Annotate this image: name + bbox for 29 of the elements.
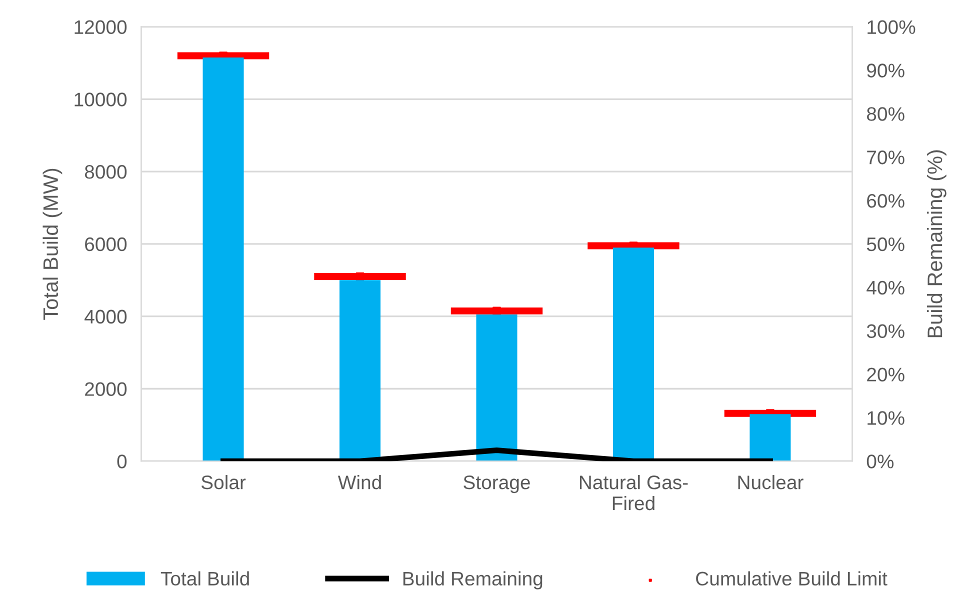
y-tick-label: 2000 xyxy=(85,382,127,396)
y-tick-label: 8000 xyxy=(84,165,127,179)
y2-axis-title: Build Remaining (%) xyxy=(926,150,946,338)
y-tick-label: 4000 xyxy=(84,310,127,324)
y-tick-label: 6000 xyxy=(85,237,127,252)
y2-tick-label: 100% xyxy=(868,20,916,34)
y-axis-title: Total Build (MW) xyxy=(42,168,62,320)
y2-tick-label: 80% xyxy=(866,107,904,121)
legend-label: Build Remaining xyxy=(403,571,542,590)
y2-tick-label: 60% xyxy=(867,194,904,208)
y2-tick-label: 50% xyxy=(866,237,904,252)
y2-tick-label: 0% xyxy=(866,454,894,468)
y2-tick-label: 40% xyxy=(866,280,904,295)
x-tick-label: Solar xyxy=(201,475,246,490)
y2-tick-label: 90% xyxy=(867,64,904,78)
y2-tick-label: 30% xyxy=(866,324,904,338)
x-tick-label: Natural Gas- Fired xyxy=(580,475,688,510)
legend-label: Cumulative Build Limit xyxy=(696,571,888,586)
y-tick-label: 10000 xyxy=(74,92,127,106)
y-tick-label: 0 xyxy=(117,454,127,468)
point xyxy=(492,306,501,316)
y-tick-label: 12000 xyxy=(74,20,127,34)
x-tick-label: Storage xyxy=(464,476,530,494)
x-tick-label: Nuclear xyxy=(738,475,804,490)
x-tick-label: Wind xyxy=(338,475,381,490)
y2-tick-label: 10% xyxy=(868,411,904,425)
legend-label: Total Build xyxy=(160,571,249,586)
y2-tick-label: 20% xyxy=(867,368,904,382)
y2-tick-label: 70% xyxy=(867,150,904,164)
